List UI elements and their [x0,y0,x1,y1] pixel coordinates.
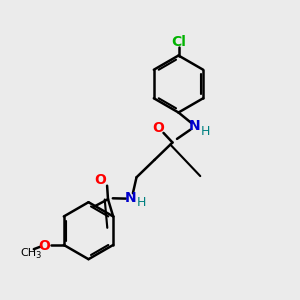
Text: N: N [189,119,201,133]
Text: O: O [38,238,50,253]
Text: 3: 3 [35,251,41,260]
Text: H: H [137,196,147,209]
Text: H: H [201,125,210,138]
Text: O: O [94,173,106,187]
Text: Cl: Cl [171,35,186,49]
Text: O: O [152,121,164,135]
Text: N: N [125,191,136,205]
Text: CH: CH [20,248,37,258]
